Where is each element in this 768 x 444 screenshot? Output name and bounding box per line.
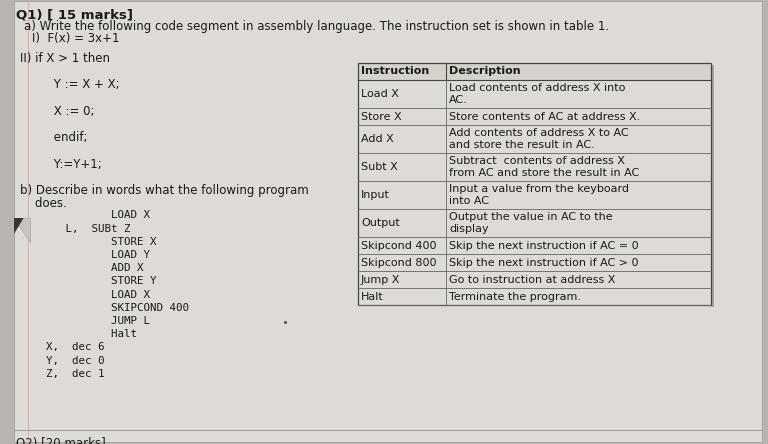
Text: a) Write the following code segment in assembly language. The instruction set is: a) Write the following code segment in a… <box>24 20 609 33</box>
Text: Terminate the program.: Terminate the program. <box>449 292 581 301</box>
Polygon shape <box>14 218 30 242</box>
Text: Skip the next instruction if AC > 0: Skip the next instruction if AC > 0 <box>449 258 638 267</box>
Text: Q1) [ 15 marks]: Q1) [ 15 marks] <box>16 8 133 21</box>
Text: Description: Description <box>449 67 521 76</box>
Text: Halt: Halt <box>20 329 137 339</box>
Text: X,  dec 6: X, dec 6 <box>20 342 104 353</box>
Bar <box>358 254 711 271</box>
Text: I)  F(x) = 3x+1: I) F(x) = 3x+1 <box>32 32 120 45</box>
Text: AC.: AC. <box>449 95 468 105</box>
Text: Output: Output <box>361 218 400 228</box>
Bar <box>711 65 714 307</box>
Text: Subtract  contents of address X: Subtract contents of address X <box>449 156 625 166</box>
Text: Halt: Halt <box>361 292 384 301</box>
Text: from AC and store the result in AC: from AC and store the result in AC <box>449 168 639 178</box>
Text: into AC: into AC <box>449 196 489 206</box>
Text: II) if X > 1 then: II) if X > 1 then <box>20 52 110 65</box>
Text: Go to instruction at address X: Go to instruction at address X <box>449 274 615 285</box>
Text: Add X: Add X <box>361 134 394 144</box>
Text: Y := X + X;: Y := X + X; <box>20 79 120 91</box>
Text: LOAD X: LOAD X <box>20 289 150 300</box>
Bar <box>358 237 711 254</box>
Text: Skipcond 400: Skipcond 400 <box>361 241 436 250</box>
Bar <box>358 153 711 181</box>
Bar <box>358 63 711 305</box>
Bar <box>358 271 711 288</box>
Text: ADD X: ADD X <box>20 263 144 273</box>
Bar <box>358 63 711 80</box>
Text: Z,  dec 1: Z, dec 1 <box>20 369 104 379</box>
Bar <box>358 80 711 108</box>
Text: Subt X: Subt X <box>361 162 398 172</box>
Text: Skipcond 800: Skipcond 800 <box>361 258 436 267</box>
Text: display: display <box>449 224 488 234</box>
Text: SKIPCOND 400: SKIPCOND 400 <box>20 303 189 313</box>
Text: Y:=Y+1;: Y:=Y+1; <box>20 158 101 170</box>
Text: STORE Y: STORE Y <box>20 277 157 286</box>
Text: Output the value in AC to the: Output the value in AC to the <box>449 212 613 222</box>
Bar <box>358 209 711 237</box>
Text: Input a value from the keyboard: Input a value from the keyboard <box>449 184 629 194</box>
Text: b) Describe in words what the following program: b) Describe in words what the following … <box>20 184 309 197</box>
Text: STORE X: STORE X <box>20 237 157 247</box>
Text: and store the result in AC.: and store the result in AC. <box>449 140 594 150</box>
Text: LOAD Y: LOAD Y <box>20 250 150 260</box>
Polygon shape <box>14 218 24 234</box>
Text: L,  SUBt Z: L, SUBt Z <box>20 224 131 234</box>
Text: Q2) [20 marks]: Q2) [20 marks] <box>16 436 106 444</box>
Text: does.: does. <box>20 197 67 210</box>
Text: LOAD X: LOAD X <box>20 210 150 220</box>
Text: Input: Input <box>361 190 390 200</box>
Bar <box>358 181 711 209</box>
Text: Jump X: Jump X <box>361 274 400 285</box>
Text: Load contents of address X into: Load contents of address X into <box>449 83 625 93</box>
Text: Skip the next instruction if AC = 0: Skip the next instruction if AC = 0 <box>449 241 639 250</box>
Text: endif;: endif; <box>20 131 88 144</box>
Text: JUMP L: JUMP L <box>20 316 150 326</box>
Text: Load X: Load X <box>361 89 399 99</box>
Text: Store contents of AC at address X.: Store contents of AC at address X. <box>449 111 641 122</box>
Bar <box>358 125 711 153</box>
Text: Y,  dec 0: Y, dec 0 <box>20 356 104 365</box>
Text: Store X: Store X <box>361 111 402 122</box>
Bar <box>358 108 711 125</box>
Bar <box>358 288 711 305</box>
Text: Add contents of address X to AC: Add contents of address X to AC <box>449 128 629 138</box>
Text: X := 0;: X := 0; <box>20 105 94 118</box>
Text: Instruction: Instruction <box>361 67 429 76</box>
